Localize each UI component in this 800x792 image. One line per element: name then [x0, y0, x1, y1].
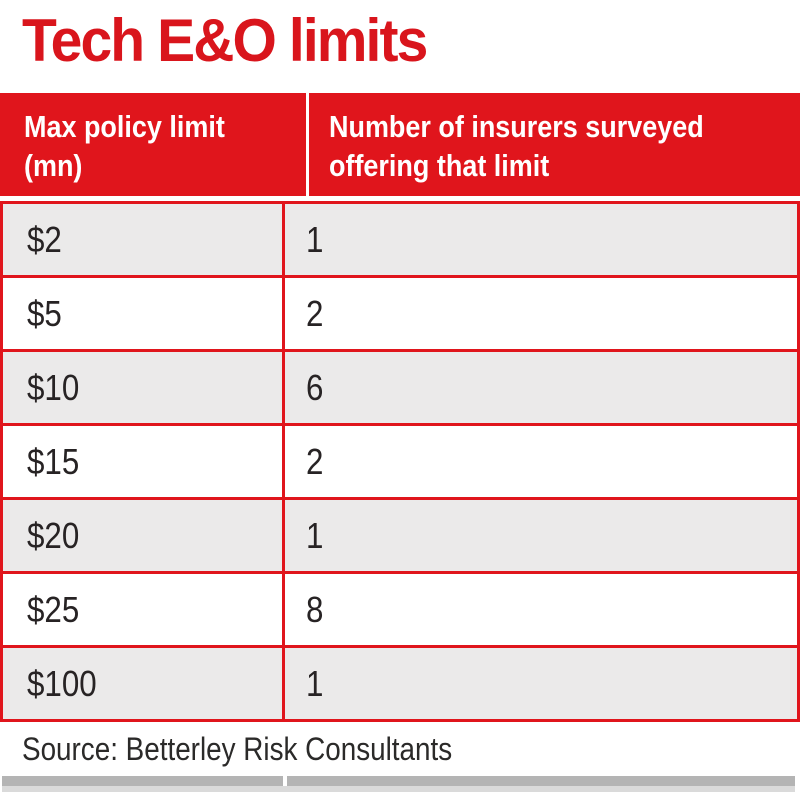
table-row: $10 6: [3, 352, 797, 426]
bottom-divider-bar-left: [2, 776, 283, 786]
source-credit-text: Source: Betterley Risk Consultants: [22, 731, 453, 767]
table-row: $20 1: [3, 500, 797, 574]
cell-insurer-count: 6: [285, 352, 797, 423]
cell-max-policy-limit-value: $100: [27, 662, 97, 704]
cell-max-policy-limit-value: $10: [27, 366, 80, 408]
cell-max-policy-limit-value: $25: [27, 588, 80, 630]
cell-max-policy-limit: $100: [3, 648, 285, 719]
column-header-number-of-insurers: Number of insurers surveyed offering tha…: [309, 93, 800, 196]
table-row: $25 8: [3, 574, 797, 648]
cell-insurer-count-value: 2: [306, 440, 324, 482]
table-row: $5 2: [3, 278, 797, 352]
page-title-text: Tech E&O limits: [22, 7, 428, 74]
cell-insurer-count: 2: [285, 278, 797, 349]
table-row: $100 1: [3, 648, 797, 719]
column-header-max-policy-limit: Max policy limit (mn): [0, 93, 309, 196]
column-header-max-policy-limit-label: Max policy limit (mn): [24, 109, 225, 183]
cell-max-policy-limit-value: $15: [27, 440, 80, 482]
column-header-number-of-insurers-label: Number of insurers surveyed offering tha…: [329, 109, 704, 183]
cell-max-policy-limit: $2: [3, 204, 285, 275]
bottom-divider-bar-shadow: [2, 786, 795, 792]
cell-max-policy-limit: $10: [3, 352, 285, 423]
cell-insurer-count-value: 8: [306, 588, 324, 630]
table-body: $2 1 $5 2 $10 6 $15 2 $20 1 $25 8 $100 1: [0, 201, 800, 722]
cell-max-policy-limit: $5: [3, 278, 285, 349]
cell-insurer-count-value: 1: [306, 218, 324, 260]
cell-insurer-count-value: 2: [306, 292, 324, 334]
source-credit: Source: Betterley Risk Consultants: [22, 731, 516, 768]
page-title: Tech E&O limits: [22, 6, 448, 75]
table-header-row: Max policy limit (mn) Number of insurers…: [0, 93, 800, 196]
table-row: $2 1: [3, 204, 797, 278]
cell-insurer-count: 8: [285, 574, 797, 645]
cell-insurer-count-value: 6: [306, 366, 324, 408]
cell-insurer-count: 2: [285, 426, 797, 497]
cell-insurer-count: 1: [285, 500, 797, 571]
table-row: $15 2: [3, 426, 797, 500]
cell-max-policy-limit: $25: [3, 574, 285, 645]
cell-insurer-count: 1: [285, 648, 797, 719]
cell-max-policy-limit-value: $5: [27, 292, 62, 334]
cell-max-policy-limit: $20: [3, 500, 285, 571]
cell-insurer-count-value: 1: [306, 662, 324, 704]
bottom-divider-bar-right: [287, 776, 795, 786]
cell-max-policy-limit: $15: [3, 426, 285, 497]
cell-max-policy-limit-value: $2: [27, 218, 62, 260]
cell-insurer-count: 1: [285, 204, 797, 275]
cell-max-policy-limit-value: $20: [27, 514, 80, 556]
cell-insurer-count-value: 1: [306, 514, 324, 556]
